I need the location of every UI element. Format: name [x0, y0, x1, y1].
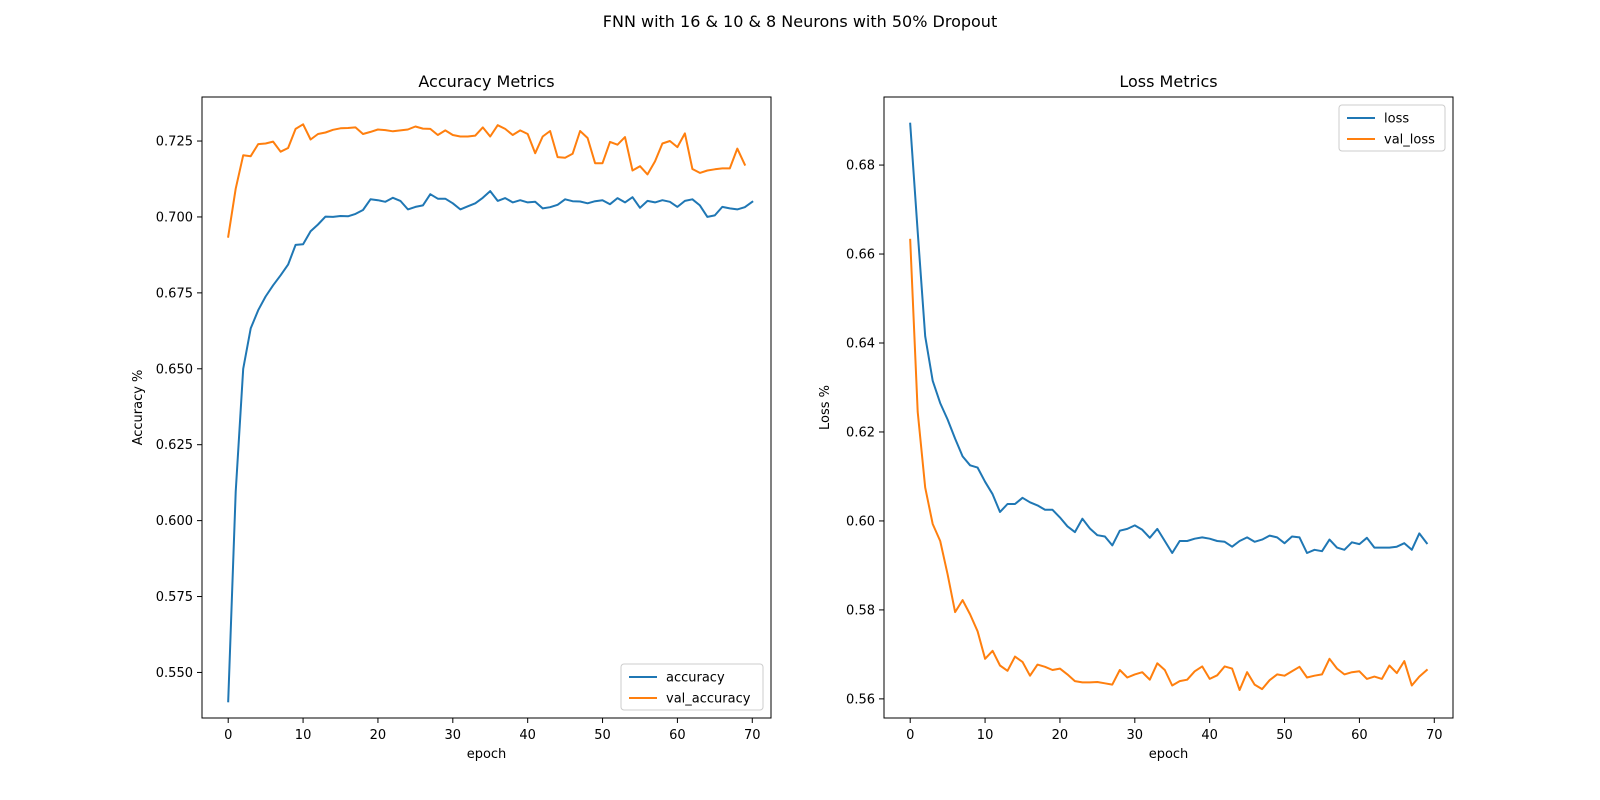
- accuracy-y-tick-label: 0.550: [156, 666, 193, 681]
- accuracy-x-tick-label: 50: [594, 728, 611, 743]
- loss-chart: Loss Metrics 0 10 20 30 40 50 60 70 0.56 0.58 0.60 0…: [818, 72, 1454, 762]
- accuracy-legend-label: val_accuracy: [666, 692, 751, 707]
- loss-y-tick-label: 0.62: [846, 425, 875, 440]
- accuracy-x-tick-label: 60: [669, 728, 686, 743]
- accuracy-x-tick-label: 10: [295, 728, 312, 743]
- loss-y-tick-label: 0.68: [846, 159, 875, 174]
- loss-x-tick-label: 50: [1276, 728, 1293, 743]
- accuracy-chart-title: Accuracy Metrics: [418, 72, 554, 91]
- accuracy-legend-label: accuracy: [666, 671, 725, 686]
- accuracy-series-line-accuracy: [227, 190, 754, 703]
- accuracy-y-tick-label: 0.575: [156, 590, 193, 605]
- accuracy-y-tick-label: 0.600: [156, 514, 193, 529]
- loss-series-line-val-loss: [909, 238, 1429, 691]
- accuracy-legend: accuracy val_accuracy: [620, 663, 764, 711]
- accuracy-y-tick-label: 0.700: [156, 210, 193, 225]
- accuracy-y-axis-label: Accuracy %: [131, 370, 146, 446]
- loss-y-tick-label: 0.64: [846, 336, 875, 351]
- loss-x-tick-label: 10: [977, 728, 994, 743]
- accuracy-x-tick-label: 70: [744, 728, 761, 743]
- accuracy-chart: Accuracy Metrics 0 10 20 30 40 50 60 70 0.550 0.57…: [131, 72, 772, 762]
- loss-y-tick-label: 0.56: [846, 692, 875, 707]
- accuracy-y-tick-label: 0.675: [156, 286, 193, 301]
- accuracy-x-tick-label: 40: [519, 728, 536, 743]
- accuracy-y-tick-label: 0.625: [156, 438, 193, 453]
- loss-y-tick-label: 0.60: [846, 514, 875, 529]
- accuracy-series-line-val-accuracy: [227, 123, 747, 238]
- accuracy-x-tick-label: 0: [224, 728, 232, 743]
- loss-plot-frame: [883, 96, 1454, 719]
- loss-x-tick-label: 60: [1351, 728, 1368, 743]
- accuracy-x-tick-label: 30: [445, 728, 462, 743]
- loss-legend-label: loss: [1384, 112, 1409, 127]
- loss-y-axis-label: Loss %: [818, 385, 833, 430]
- loss-chart-title: Loss Metrics: [1119, 72, 1217, 91]
- loss-y-tick-label: 0.58: [846, 603, 875, 618]
- accuracy-y-tick-label: 0.650: [156, 362, 193, 377]
- accuracy-x-tick-label: 20: [370, 728, 387, 743]
- figure-suptitle: FNN with 16 & 10 & 8 Neurons with 50% Dr…: [602, 12, 998, 31]
- loss-legend: loss val_loss: [1338, 104, 1446, 152]
- accuracy-y-tick-label: 0.725: [156, 135, 193, 150]
- loss-legend-label: val_loss: [1384, 133, 1435, 148]
- loss-x-tick-label: 0: [906, 728, 914, 743]
- loss-x-tick-label: 70: [1426, 728, 1443, 743]
- accuracy-plot-frame: [201, 96, 772, 719]
- loss-x-tick-label: 40: [1201, 728, 1218, 743]
- loss-x-tick-label: 30: [1127, 728, 1144, 743]
- loss-y-tick-label: 0.66: [846, 248, 875, 263]
- loss-series-line-loss: [909, 122, 1429, 554]
- accuracy-x-axis-label: epoch: [467, 747, 507, 762]
- loss-x-axis-label: epoch: [1149, 747, 1189, 762]
- loss-x-tick-label: 20: [1052, 728, 1069, 743]
